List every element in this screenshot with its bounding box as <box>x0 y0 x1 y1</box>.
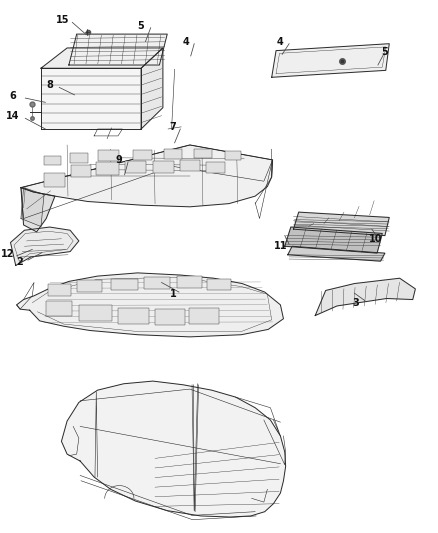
Polygon shape <box>11 227 79 265</box>
Text: 9: 9 <box>116 155 123 165</box>
Bar <box>44 173 65 187</box>
Text: 10: 10 <box>369 234 383 244</box>
Bar <box>48 284 71 296</box>
Text: 5: 5 <box>381 47 388 57</box>
Polygon shape <box>61 381 286 517</box>
Bar <box>153 161 174 173</box>
Text: 8: 8 <box>46 80 53 90</box>
Polygon shape <box>315 278 415 316</box>
Text: 3: 3 <box>352 298 359 308</box>
Text: 14: 14 <box>6 111 19 121</box>
Bar <box>77 280 102 292</box>
Polygon shape <box>41 68 141 129</box>
Bar <box>207 279 231 290</box>
Text: 15: 15 <box>56 15 70 25</box>
Polygon shape <box>272 44 389 77</box>
Text: 11: 11 <box>274 241 287 251</box>
Bar <box>180 160 200 171</box>
Text: 4: 4 <box>182 37 189 46</box>
Text: 4: 4 <box>277 37 284 46</box>
Bar <box>177 276 202 288</box>
Bar <box>96 162 119 175</box>
Polygon shape <box>288 246 385 261</box>
Bar <box>46 301 72 316</box>
Text: 7: 7 <box>169 122 176 132</box>
Polygon shape <box>41 48 163 68</box>
Polygon shape <box>69 34 167 65</box>
Text: 2: 2 <box>16 257 23 267</box>
Bar <box>206 162 225 173</box>
Bar <box>194 149 212 158</box>
Text: 12: 12 <box>1 249 14 259</box>
Polygon shape <box>285 227 382 253</box>
Polygon shape <box>17 273 283 337</box>
Polygon shape <box>21 188 55 232</box>
Text: 5: 5 <box>138 21 145 30</box>
Bar <box>99 150 119 161</box>
Polygon shape <box>141 48 163 129</box>
Polygon shape <box>293 212 389 236</box>
Bar <box>225 151 241 160</box>
Bar <box>79 305 112 321</box>
Bar <box>155 309 185 325</box>
Bar <box>71 165 91 177</box>
Bar <box>44 156 60 165</box>
Bar <box>189 308 219 324</box>
Bar <box>118 308 148 324</box>
Bar <box>125 161 146 173</box>
Bar <box>133 150 152 160</box>
Text: 6: 6 <box>9 91 16 101</box>
Bar <box>144 277 170 289</box>
Text: 1: 1 <box>170 289 177 299</box>
Bar <box>164 149 182 159</box>
Polygon shape <box>21 188 44 227</box>
Bar <box>111 279 138 290</box>
Bar <box>70 153 88 163</box>
Polygon shape <box>21 145 272 207</box>
